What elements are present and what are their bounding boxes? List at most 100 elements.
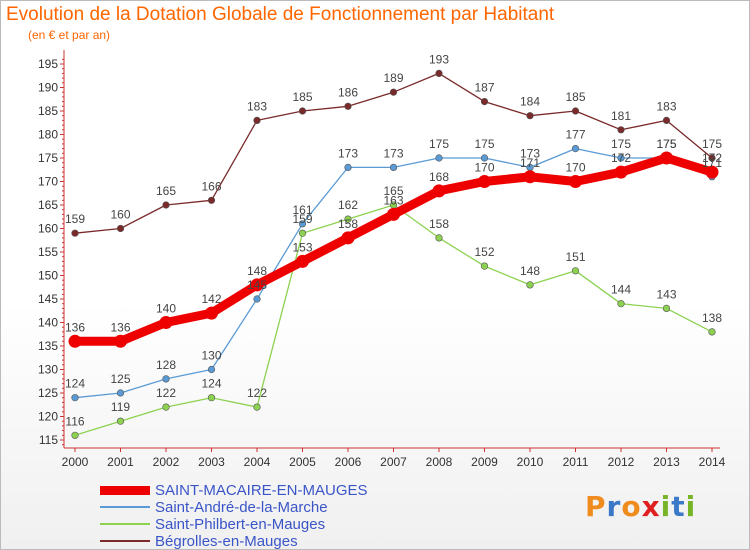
y-tick-label: 140	[38, 316, 58, 330]
legend-swatch	[100, 506, 150, 508]
data-label: 185	[292, 90, 312, 104]
data-point	[298, 220, 307, 228]
data-point	[162, 403, 170, 411]
data-label: 166	[201, 179, 221, 193]
data-label: 173	[383, 146, 403, 160]
data-label: 181	[611, 109, 631, 123]
data-point	[207, 365, 216, 374]
legend-label: Saint-André-de-la-Marche	[155, 499, 328, 516]
data-point	[526, 112, 534, 120]
data-label: 183	[656, 99, 676, 113]
data-point	[389, 88, 398, 96]
data-point	[71, 394, 79, 402]
data-label: 186	[338, 85, 358, 99]
data-label: 173	[520, 146, 540, 160]
data-point	[569, 175, 582, 188]
data-point	[298, 229, 307, 237]
data-label: 142	[201, 292, 221, 306]
legend-swatch	[100, 540, 150, 542]
y-tick-label: 130	[38, 363, 58, 377]
data-point	[435, 69, 443, 77]
data-label: 172	[611, 151, 631, 165]
data-label: 145	[247, 278, 267, 292]
y-tick-label: 190	[38, 81, 58, 95]
data-point	[617, 300, 625, 308]
data-point	[389, 163, 398, 171]
data-point	[708, 328, 716, 336]
data-point	[478, 175, 491, 188]
logo-letter: x	[641, 490, 661, 523]
y-tick-label: 115	[39, 433, 58, 447]
logo-letter: r	[606, 490, 622, 523]
data-point	[344, 163, 352, 171]
data-label: 170	[474, 161, 494, 175]
x-tick-label: 2002	[153, 455, 180, 469]
data-point	[435, 154, 443, 162]
data-label: 160	[110, 208, 130, 222]
data-point	[162, 375, 170, 383]
data-label: 165	[156, 184, 176, 198]
y-tick-label: 125	[38, 386, 58, 400]
data-label: 175	[702, 137, 722, 151]
data-label: 152	[474, 245, 494, 259]
data-point	[205, 306, 218, 320]
data-label: 159	[65, 212, 85, 226]
data-label: 171	[520, 156, 540, 170]
logo-letter: o	[621, 490, 642, 523]
data-point	[71, 431, 79, 439]
y-tick-label: 180	[38, 128, 58, 142]
data-point	[708, 154, 716, 162]
data-label: 122	[247, 386, 267, 400]
y-tick-label: 150	[38, 269, 58, 283]
data-point	[480, 262, 489, 270]
x-tick-label: 2014	[699, 455, 726, 469]
data-label: 158	[429, 217, 449, 231]
data-label: 189	[383, 71, 403, 85]
data-point	[159, 316, 173, 329]
data-label: 165	[383, 184, 403, 198]
data-label: 185	[565, 90, 585, 104]
x-tick-label: 2001	[107, 455, 134, 469]
y-tick-label: 175	[38, 151, 58, 165]
legend-swatch	[100, 523, 150, 525]
data-point	[526, 281, 534, 289]
data-point	[71, 229, 79, 237]
data-point	[116, 389, 125, 397]
data-label: 148	[247, 264, 267, 278]
data-point	[341, 231, 355, 245]
data-label: 159	[292, 212, 312, 226]
y-tick-label: 195	[38, 57, 58, 71]
x-tick-label: 2005	[289, 455, 316, 469]
data-label: 183	[247, 99, 267, 113]
data-point	[705, 165, 719, 179]
data-point	[480, 97, 489, 106]
x-tick-label: 2012	[608, 455, 635, 469]
logo-letter: P	[585, 490, 607, 523]
data-label: 175	[656, 137, 676, 151]
data-point	[432, 184, 446, 198]
data-point	[296, 254, 309, 268]
data-label: 143	[656, 287, 676, 301]
legend-label: SAINT-MACAIRE-EN-MAUGES	[155, 482, 368, 499]
x-tick-label: 2007	[380, 455, 407, 469]
data-point	[480, 154, 489, 162]
legend-swatch	[100, 485, 150, 495]
data-label: 175	[474, 137, 494, 151]
logo-letter: i	[660, 490, 672, 523]
data-point	[571, 267, 580, 275]
x-tick-label: 2004	[244, 455, 271, 469]
data-label: 124	[65, 377, 85, 391]
data-label: 175	[611, 137, 631, 151]
data-point	[344, 215, 352, 223]
data-label: 151	[565, 250, 585, 264]
legend-label: Saint-Philbert-en-Mauges	[155, 516, 326, 533]
data-point	[571, 107, 580, 115]
data-label: 158	[338, 217, 358, 231]
data-point	[571, 145, 580, 153]
data-label: 193	[429, 52, 449, 66]
data-point	[523, 170, 537, 184]
data-label: 124	[201, 377, 221, 391]
data-label: 153	[292, 240, 312, 254]
x-tick-label: 2009	[471, 455, 498, 469]
